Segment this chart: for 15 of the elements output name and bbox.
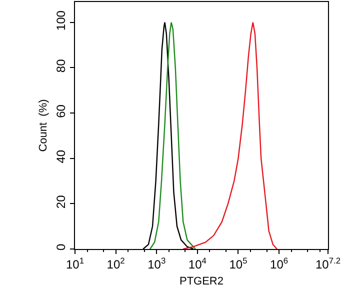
x-tick-label: 10$^{4}$	[188, 256, 207, 272]
y-tick-label: 20	[54, 194, 68, 209]
x-axis-title: PTGER2	[179, 276, 224, 288]
y-tick-label: 0	[54, 244, 68, 251]
x-tick-label: 10$^{5}$	[229, 256, 248, 272]
y-tick-label: 60	[54, 104, 68, 118]
y-tick-label: 40	[54, 150, 68, 164]
y-tick-label: 100	[54, 10, 68, 31]
x-tick-label: 10$^{3}$	[148, 256, 166, 272]
x-tick-label: 10$^{6}$	[270, 256, 288, 272]
y-tick-label: 80	[54, 58, 68, 73]
x-tick-label: 10$^{2}$	[106, 256, 126, 272]
y-axis-title: Count (%)	[38, 99, 50, 152]
x-tick-label: 10$^{7.2}$	[315, 256, 341, 272]
x-tick-label: 10$^{1}$	[66, 256, 84, 272]
